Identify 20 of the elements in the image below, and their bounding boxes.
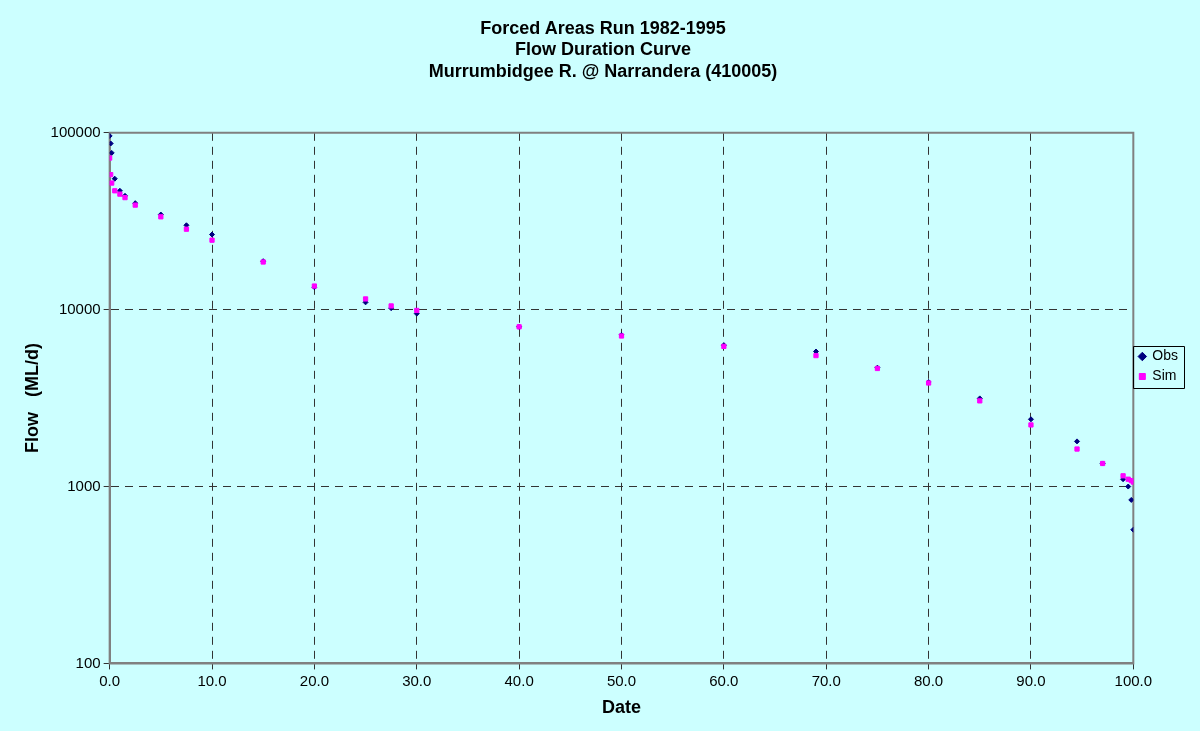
x-tick-label: 30.0 [402, 671, 432, 689]
x-tick-label: 70.0 [811, 671, 841, 689]
legend-label: Sim [1152, 367, 1177, 384]
x-tick-label: 40.0 [504, 671, 534, 689]
y-tick-label: 10000 [58, 299, 101, 317]
y-tick-label: 1000 [67, 476, 101, 494]
x-tick-label: 20.0 [299, 671, 329, 689]
x-tick-label: 80.0 [913, 671, 944, 689]
y-tick-label: 100 [75, 653, 101, 671]
y-axis-title: Flow (ML/d) [21, 343, 42, 454]
chart-title: Forced Areas Run 1982-1995 Flow Duration Curve Murrumbidgee R. @ Narrandera (410005) [428, 17, 778, 81]
y-tick-label: 100000 [50, 122, 101, 140]
x-tick-label: 50.0 [606, 671, 637, 689]
x-tick-label: 90.0 [1016, 671, 1046, 689]
x-tick-label: 10.0 [197, 671, 227, 689]
x-tick-label: 0.0 [99, 671, 121, 689]
x-axis-title: Date [601, 697, 641, 718]
x-tick-label: 100.0 [1114, 671, 1153, 689]
x-tick-label: 60.0 [709, 671, 739, 689]
legend-label: Obs [1152, 347, 1179, 364]
